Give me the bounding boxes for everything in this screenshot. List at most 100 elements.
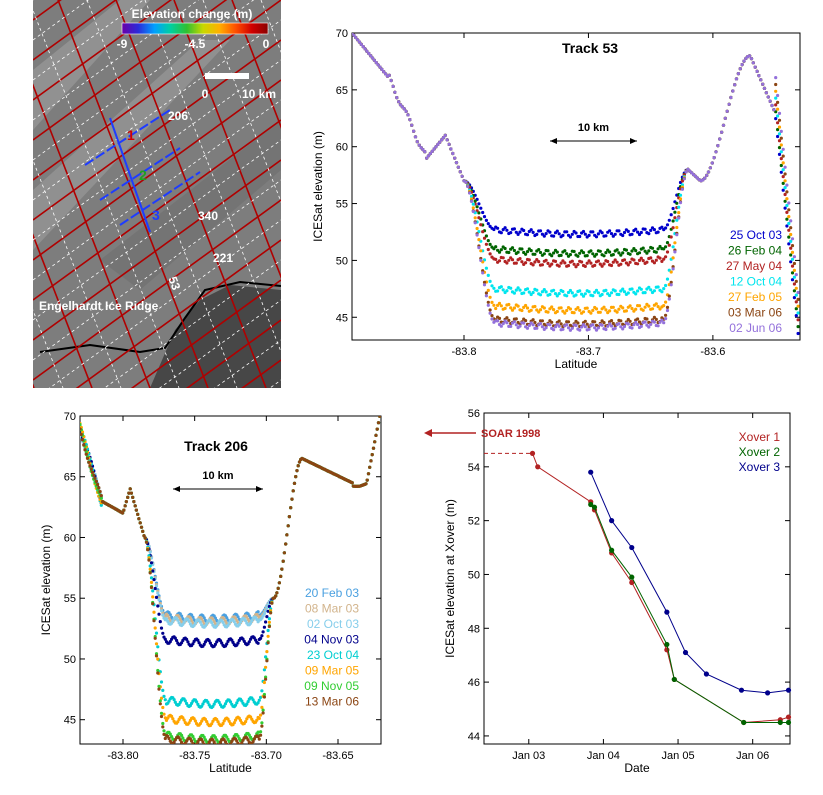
data-point <box>777 719 783 726</box>
data-point <box>133 504 137 508</box>
data-point <box>471 209 475 214</box>
data-point <box>671 256 675 260</box>
data-point <box>127 491 131 495</box>
series-02-jun-06 <box>352 33 800 332</box>
data-point <box>538 229 543 233</box>
x-axis-label: Latitude <box>555 357 598 371</box>
data-point <box>261 614 265 618</box>
track-206-chart: -83.80 -83.75 -83.70 -83.65 45 50 55 60 65 70 Lati… <box>39 408 382 775</box>
data-point <box>256 610 260 614</box>
data-point <box>585 254 589 258</box>
data-point <box>158 699 162 703</box>
data-point <box>665 223 670 227</box>
data-point <box>148 571 152 575</box>
data-point <box>594 235 599 239</box>
data-point <box>162 712 166 716</box>
data-point <box>789 232 793 237</box>
data-point <box>555 309 559 314</box>
data-point <box>269 611 273 615</box>
data-point <box>557 292 561 296</box>
data-point <box>157 684 161 688</box>
data-point <box>82 443 86 447</box>
data-point <box>669 280 673 284</box>
x-tick-label: -83.75 <box>179 750 210 762</box>
data-point <box>492 286 496 290</box>
data-point <box>664 245 668 249</box>
data-point <box>216 745 219 748</box>
data-point <box>621 287 625 291</box>
data-point <box>626 263 630 267</box>
data-point <box>632 323 636 327</box>
data-point <box>609 319 614 323</box>
data-point <box>637 251 642 255</box>
data-point <box>445 138 449 142</box>
data-point <box>482 215 487 219</box>
data-point <box>297 460 302 464</box>
x-tick-label: -83.70 <box>251 750 282 762</box>
grounding-line <box>39 280 281 354</box>
scale-bar: 10 km <box>550 122 637 144</box>
data-point <box>481 230 485 234</box>
data-point <box>146 548 150 552</box>
data-point <box>484 291 488 295</box>
data-point <box>678 197 683 201</box>
data-point <box>794 286 798 290</box>
data-point <box>785 203 789 208</box>
data-point <box>516 232 520 236</box>
data-point <box>475 226 479 231</box>
track-line-ascending <box>33 199 281 381</box>
data-point <box>159 711 164 715</box>
data-point <box>379 408 382 411</box>
data-point <box>622 290 627 294</box>
data-point <box>481 271 485 275</box>
data-point <box>482 280 487 284</box>
data-point <box>186 640 190 644</box>
data-point <box>628 304 632 308</box>
data-point <box>796 318 800 322</box>
plot-area <box>352 33 800 336</box>
x-tick-label: -83.80 <box>107 750 138 762</box>
data-point <box>572 262 576 266</box>
data-point <box>525 306 530 310</box>
data-point <box>201 702 205 706</box>
data-point <box>471 202 475 206</box>
data-point <box>163 698 167 702</box>
data-point <box>559 322 563 326</box>
y-tick-label: 50 <box>336 255 348 267</box>
data-point <box>555 322 559 326</box>
data-point <box>286 524 290 528</box>
data-point <box>703 176 707 180</box>
data-point <box>615 260 619 264</box>
data-point <box>716 144 720 148</box>
data-point <box>531 290 535 295</box>
data-point <box>391 84 395 88</box>
data-point <box>454 161 459 165</box>
data-point <box>611 305 615 309</box>
data-point <box>658 256 662 260</box>
data-point <box>154 652 159 656</box>
y-tick-label: 52 <box>468 516 480 528</box>
data-point <box>180 614 184 618</box>
data-point <box>449 147 453 151</box>
data-point <box>149 561 154 565</box>
map-dark-region <box>150 285 281 388</box>
data-point <box>162 732 166 737</box>
data-point <box>482 236 487 240</box>
colorbar-tick-min: -9 <box>117 37 128 51</box>
data-point <box>576 254 580 258</box>
data-point <box>669 213 673 217</box>
data-point <box>94 479 98 483</box>
data-point <box>380 67 384 71</box>
track-line-ascending <box>33 400 281 580</box>
data-point <box>636 289 640 293</box>
data-point <box>221 620 225 625</box>
data-point <box>677 211 681 215</box>
data-point <box>555 250 559 254</box>
data-point <box>497 259 502 263</box>
data-point <box>173 636 177 640</box>
scale-bar: 10 km <box>173 470 263 492</box>
data-point <box>527 323 531 328</box>
data-point <box>774 96 778 100</box>
scale-label-10km: 10 km <box>242 87 276 101</box>
data-point <box>206 700 210 705</box>
